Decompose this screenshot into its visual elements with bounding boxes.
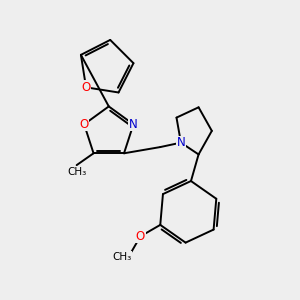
Text: N: N: [129, 118, 138, 131]
Text: CH₃: CH₃: [112, 252, 131, 262]
Text: O: O: [136, 230, 145, 243]
Text: N: N: [176, 136, 185, 149]
Text: CH₃: CH₃: [67, 167, 86, 177]
Text: O: O: [81, 81, 91, 94]
Text: O: O: [80, 118, 89, 131]
